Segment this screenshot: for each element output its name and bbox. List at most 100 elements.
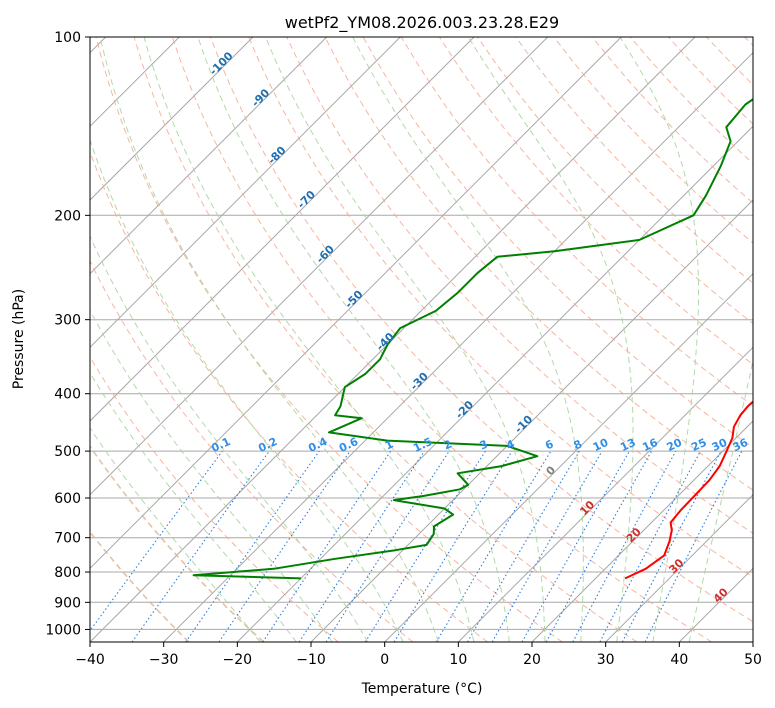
mixing-ratio-label: 1.5 — [411, 435, 434, 455]
isotherm-line — [457, 346, 753, 642]
moist-adiabat-line — [90, 427, 261, 642]
isotherm-line — [163, 51, 753, 642]
adiabat-label: -40 — [374, 330, 397, 353]
moist-adiabat-line — [90, 309, 333, 642]
moist-adiabat-line — [90, 138, 404, 642]
moist-adiabat-line — [688, 358, 753, 642]
isotherm-line — [90, 37, 328, 275]
isotherm-line — [90, 37, 254, 201]
adiabat-label: -50 — [342, 288, 365, 311]
moist-adiabat-line — [90, 235, 369, 642]
dry-adiabat-line — [90, 356, 339, 642]
mixing-ratio-line — [325, 450, 450, 642]
adiabat-label: -80 — [265, 144, 288, 167]
mixing-ratio-line — [545, 450, 653, 642]
dewpoint-profile-line — [192, 98, 753, 580]
dry-adiabat-line — [248, 37, 753, 578]
isotherm-line — [90, 37, 622, 570]
mixing-ratio-line — [599, 450, 701, 642]
dry-adiabat-line — [90, 150, 488, 642]
dry-adiabat-line — [210, 37, 753, 623]
mixing-ratio-line — [435, 450, 552, 642]
mixing-ratio-line — [185, 450, 320, 642]
y-tick-label: 200 — [54, 208, 81, 224]
mixing-ratio-line — [298, 450, 425, 642]
mixing-ratio-label: 16 — [640, 436, 660, 454]
mixing-ratio-line — [521, 450, 630, 642]
isotherm-line — [531, 420, 753, 642]
x-tick-label: −10 — [296, 652, 326, 668]
mixing-ratio-label: 30 — [710, 436, 730, 454]
adiabat-label: -90 — [249, 86, 272, 109]
adiabat-label: -30 — [408, 370, 431, 393]
sounding-profiles — [192, 98, 753, 580]
mixing-ratio-line — [131, 450, 270, 642]
mixing-ratio-label: 13 — [618, 436, 637, 454]
mixing-ratio-line — [393, 450, 513, 642]
moist-adiabat-line — [90, 371, 297, 642]
plot-frame — [89, 36, 754, 643]
mixing-ratio-line — [572, 450, 677, 642]
dry-adiabat-line — [90, 530, 190, 642]
dry-adiabat-line — [515, 37, 753, 284]
y-tick-label: 600 — [54, 491, 81, 507]
isotherm-line — [605, 493, 753, 642]
adiabat-label: -70 — [295, 188, 318, 211]
dry-adiabat-line — [133, 37, 638, 642]
mixing-ratio-line — [364, 450, 486, 642]
adiabat-label: 10 — [577, 498, 597, 518]
dry-adiabat-line — [744, 37, 753, 47]
y-tick-label: 300 — [54, 313, 81, 329]
dry-adiabat-line — [553, 37, 753, 244]
isotherm-line — [752, 641, 753, 642]
mixing-ratio-line — [262, 450, 392, 642]
mixing-ratio-label: 25 — [689, 436, 708, 454]
mixing-ratio-label: 0.1 — [209, 435, 232, 455]
x-tick-label: 0 — [380, 652, 389, 668]
adiabat-label: 30 — [666, 556, 686, 576]
chart-title: wetPf2_YM08.2026.003.23.28.E29 — [285, 13, 559, 33]
moist-adiabat-line — [143, 37, 475, 642]
mixing-ratio-label: 36 — [731, 436, 751, 454]
adiabat-label: 20 — [624, 525, 644, 545]
moist-adiabat-line — [467, 37, 634, 642]
y-tick-label: 400 — [54, 387, 81, 403]
y-axis-title: Pressure (hPa) — [11, 289, 27, 389]
x-axis-title: Temperature (°C) — [361, 681, 483, 697]
adiabat-label: -10 — [512, 412, 535, 435]
temperature-profile-line — [624, 400, 753, 580]
x-tick-label: −20 — [223, 652, 253, 668]
x-tick-label: 40 — [670, 652, 688, 668]
mixing-ratio-label: 0.2 — [256, 435, 279, 455]
mixing-ratio-label: 6 — [543, 437, 556, 452]
mixing-ratio-label: 2 — [442, 437, 454, 452]
adiabat-label: -100 — [207, 49, 236, 78]
mixing-ratio-line — [90, 450, 223, 632]
x-tick-label: 20 — [523, 652, 541, 668]
y-tick-label: 100 — [54, 30, 81, 46]
moist-adiabat-line — [197, 37, 510, 642]
isotherm-line — [236, 125, 753, 642]
dry-adiabat-line — [171, 37, 712, 642]
dry-adiabat-line — [90, 445, 265, 642]
dry-adiabat-line — [90, 259, 414, 642]
y-tick-label: 900 — [54, 595, 81, 611]
mixing-ratio-label: 0.4 — [306, 435, 329, 455]
moist-adiabat-line — [265, 37, 546, 642]
moist-adiabat-line — [619, 37, 699, 642]
y-tick-label: 1000 — [45, 622, 81, 638]
x-tick-label: 10 — [449, 652, 467, 668]
mixing-ratio-line — [218, 450, 351, 642]
dry-adiabat-line — [706, 37, 753, 86]
isotherm-line — [90, 37, 401, 349]
adiabat-label: -60 — [314, 242, 337, 265]
y-tick-label: 700 — [54, 531, 81, 547]
dry-adiabat-line — [668, 37, 753, 125]
x-tick-label: −40 — [75, 652, 105, 668]
background-lines — [90, 37, 753, 642]
mixing-ratio-label: 10 — [591, 436, 611, 454]
x-tick-label: 30 — [597, 652, 615, 668]
mixing-ratio-label: 20 — [665, 436, 685, 454]
dry-adiabat-line — [95, 37, 563, 642]
